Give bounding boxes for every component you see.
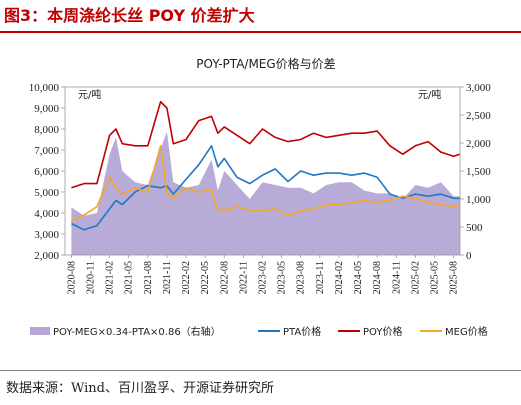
x-axis-tick-label: 2025-02 xyxy=(410,261,421,294)
x-axis-tick-label: 2025-08 xyxy=(449,261,460,294)
right-unit-label: 元/吨 xyxy=(418,88,441,101)
legend-item-poy-label: POY价格 xyxy=(363,325,402,338)
left-axis-tick-label: 2,000 xyxy=(34,250,59,262)
x-axis-tick-label: 2021-08 xyxy=(143,261,154,294)
source-note: 数据来源：Wind、百川盈孚、开源证券研究所 xyxy=(6,381,274,396)
x-axis-tick-label: 2025-05 xyxy=(430,261,441,294)
left-axis-tick-label: 4,000 xyxy=(34,208,59,220)
right-axis-tick-label: 1,500 xyxy=(466,166,491,178)
x-axis-tick-label: 2022-05 xyxy=(200,261,211,294)
series-line-meg xyxy=(71,145,461,223)
chart-title: POY-PTA/MEG价格与价差 xyxy=(196,56,335,71)
right-axis-tick-label: 1,000 xyxy=(466,194,491,206)
right-axis-tick-label: 0 xyxy=(466,250,472,262)
x-axis-tick-label: 2023-05 xyxy=(277,261,288,294)
x-axis-tick-label: 2022-08 xyxy=(219,261,230,294)
legend-item-meg-label: MEG价格 xyxy=(445,325,488,338)
x-axis-tick-label: 2021-05 xyxy=(124,261,135,294)
title-rule xyxy=(0,31,521,33)
left-axis-tick-label: 3,000 xyxy=(34,229,59,241)
x-axis-tick-label: 2024-05 xyxy=(353,261,364,294)
x-axis-tick-label: 2024-08 xyxy=(372,261,383,294)
x-axis-tick-label: 2023-11 xyxy=(315,261,326,294)
left-axis-tick-label: 5,000 xyxy=(34,187,59,199)
right-axis-tick-label: 2,000 xyxy=(466,138,491,150)
x-axis-tick-label: 2023-08 xyxy=(296,261,307,294)
x-axis-tick-label: 2023-02 xyxy=(258,261,269,294)
plot-area xyxy=(71,100,461,255)
left-axis-tick-label: 10,000 xyxy=(29,82,60,94)
legend-item-spread-swatch xyxy=(30,327,50,335)
axes: 2,000 3,000 4,000 5,000 6,000 7,000 8,000 9,000… xyxy=(29,82,492,294)
legend-item-spread-label: POY-MEG×0.34-PTA×0.86（右轴） xyxy=(53,325,221,338)
right-axis-tick-label: 2,500 xyxy=(466,110,491,122)
legend-item-pta-label: PTA价格 xyxy=(283,325,321,338)
legend: POY-MEG×0.34-PTA×0.86（右轴） PTA价格 POY价格 MEG价格 xyxy=(30,325,488,338)
right-axis-tick-label: 500 xyxy=(466,222,483,234)
x-axis-tick-label: 2022-02 xyxy=(181,261,192,294)
figure-title: 图3：本周涤纶长丝 POY 价差扩大 xyxy=(4,6,255,25)
left-axis-tick-label: 9,000 xyxy=(34,103,59,115)
left-axis-tick-label: 7,000 xyxy=(34,145,59,157)
x-axis-tick-label: 2020-11 xyxy=(85,261,96,294)
right-axis-tick-label: 3,000 xyxy=(466,82,491,94)
series-line-poy xyxy=(71,100,461,189)
x-axis-tick-label: 2021-11 xyxy=(162,261,173,294)
poy-spread-chart: POY-PTA/MEG价格与价差 元/吨 元/吨 2,000 3,000 4,000… xyxy=(29,56,492,338)
series-line-pta xyxy=(71,145,460,231)
left-axis-tick-label: 6,000 xyxy=(34,166,59,178)
x-axis-tick-label: 2024-11 xyxy=(391,261,402,294)
x-axis-tick-label: 2024-02 xyxy=(334,261,345,294)
source-rule xyxy=(0,370,521,371)
x-axis-tick-label: 2020-08 xyxy=(66,261,77,294)
left-axis-tick-label: 8,000 xyxy=(34,124,59,136)
x-axis-tick-label: 2022-11 xyxy=(238,261,249,294)
x-axis-tick-label: 2021-02 xyxy=(105,261,116,294)
series-area-spread xyxy=(71,131,461,255)
left-unit-label: 元/吨 xyxy=(78,88,101,101)
